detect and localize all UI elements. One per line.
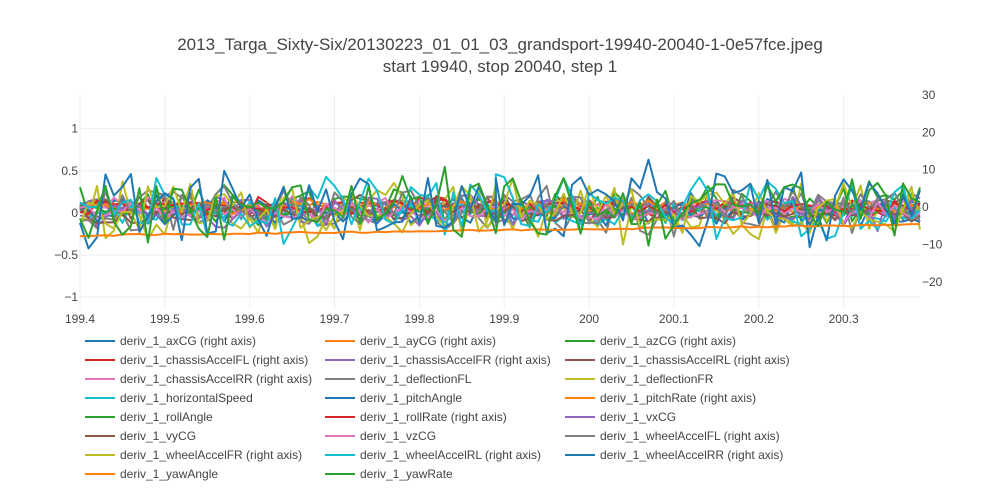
legend-label: deriv_1_azCG (right axis) xyxy=(600,334,736,348)
x-axis: 199.4 199.5 199.6 199.7 199.8 199.9 200 200.1 20… xyxy=(65,312,859,326)
legend-label: deriv_1_deflectionFL xyxy=(360,372,472,386)
x-tick-label: 199.5 xyxy=(150,312,180,326)
x-tick-label: 200.1 xyxy=(659,312,689,326)
y-left-tick-label: 0 xyxy=(71,206,78,220)
legend-label: deriv_1_pitchRate (right axis) xyxy=(600,391,756,405)
legend-label: deriv_1_yawRate xyxy=(360,467,453,481)
legend-label: deriv_1_pitchAngle xyxy=(360,391,462,405)
x-tick-label: 200.2 xyxy=(744,312,774,326)
legend-label: deriv_1_yawAngle xyxy=(120,467,218,481)
x-tick-label: 199.7 xyxy=(320,312,350,326)
x-tick-label: 200.3 xyxy=(829,312,859,326)
legend-label: deriv_1_chassisAccelFR (right axis) xyxy=(360,353,551,367)
y-left-tick-label: −1 xyxy=(64,290,78,304)
y-left-tick-label: 0.5 xyxy=(61,164,78,178)
y-left-tick-label: 1 xyxy=(71,122,78,136)
series-line xyxy=(79,165,921,247)
legend-label: deriv_1_chassisAccelFL (right axis) xyxy=(120,353,308,367)
y-right-tick-label: 20 xyxy=(922,125,936,139)
chart-subtitle: start 19940, stop 20040, step 1 xyxy=(383,57,617,76)
y-right-tick-label: 10 xyxy=(922,163,936,177)
legend-label: deriv_1_rollAngle xyxy=(120,410,213,424)
legend-label: deriv_1_vzCG xyxy=(360,429,436,443)
x-tick-label: 199.4 xyxy=(65,312,95,326)
legend-label: deriv_1_vxCG xyxy=(600,410,676,424)
y-left-tick-label: −0.5 xyxy=(54,248,78,262)
series-line xyxy=(79,173,921,245)
legend-label: deriv_1_deflectionFR xyxy=(600,372,714,386)
y-right-tick-label: 0 xyxy=(922,200,929,214)
x-tick-label: 200 xyxy=(579,312,599,326)
series-line xyxy=(79,158,921,250)
x-tick-label: 199.9 xyxy=(489,312,519,326)
chart-title: 2013_Targa_Sixty-Six/20130223_01_01_03_g… xyxy=(177,35,823,54)
x-tick-label: 199.8 xyxy=(404,312,434,326)
y-right-tick-label: −10 xyxy=(922,237,943,251)
legend-label: deriv_1_rollRate (right axis) xyxy=(360,410,507,424)
x-tick-label: 199.6 xyxy=(235,312,265,326)
legend-label: deriv_1_axCG (right axis) xyxy=(120,334,256,348)
legend-label: deriv_1_horizontalSpeed xyxy=(120,391,253,405)
y-right-tick-label: 30 xyxy=(922,88,936,102)
legend-label: deriv_1_wheelAccelFL (right axis) xyxy=(600,429,780,443)
y-axis-left: 1 0.5 0 −0.5 −1 xyxy=(54,122,78,304)
legend-label: deriv_1_wheelAccelFR (right axis) xyxy=(120,448,302,462)
legend-label: deriv_1_vyCG xyxy=(120,429,196,443)
plot-area xyxy=(79,158,921,250)
y-axis-right: 30 20 10 0 −10 −20 xyxy=(922,88,943,289)
legend-label: deriv_1_chassisAccelRL (right axis) xyxy=(600,353,790,367)
y-right-tick-label: −20 xyxy=(922,275,943,289)
legend-label: deriv_1_ayCG (right axis) xyxy=(360,334,496,348)
legend-label: deriv_1_wheelAccelRR (right axis) xyxy=(600,448,783,462)
legend: deriv_1_axCG (right axis) deriv_1_ayCG (r… xyxy=(85,334,790,481)
legend-label: deriv_1_wheelAccelRL (right axis) xyxy=(360,448,541,462)
legend-label: deriv_1_chassisAccelRR (right axis) xyxy=(120,372,312,386)
